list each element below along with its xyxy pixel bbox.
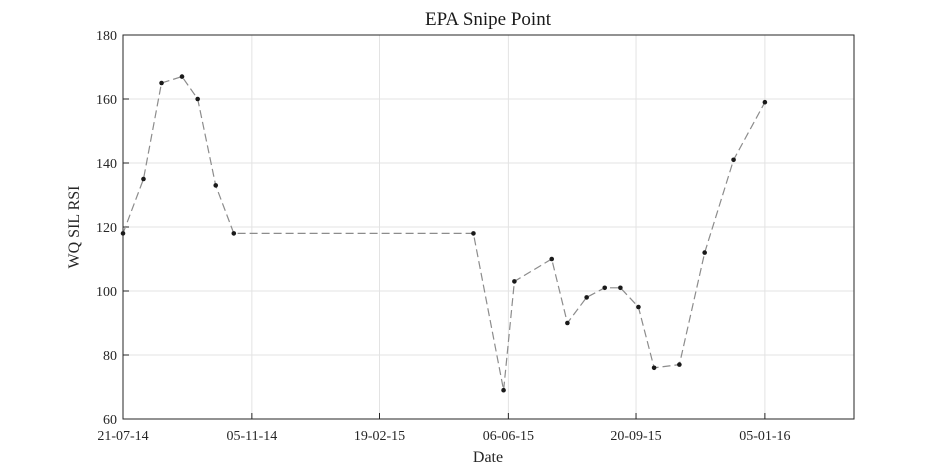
data-point [565, 320, 570, 326]
x-tick-label: 05-11-14 [226, 429, 277, 444]
y-tick-label: 180 [96, 29, 117, 44]
x-tick-label: 20-09-15 [610, 429, 661, 444]
y-axis-label: WQ SIL RSI [66, 186, 83, 269]
chart-title: EPA Snipe Point [425, 9, 552, 30]
data-point [762, 99, 768, 105]
data-point [141, 176, 146, 182]
data-point [512, 279, 517, 284]
data-point [179, 74, 185, 79]
data-point [213, 183, 219, 188]
data-point [602, 285, 608, 291]
data-point [549, 256, 555, 262]
data-point [584, 295, 589, 300]
data-point [677, 362, 682, 367]
y-tick-label: 140 [96, 157, 117, 172]
x-tick-label: 21-07-14 [97, 429, 148, 444]
data-point [471, 231, 476, 236]
data-point [651, 365, 657, 371]
data-point [636, 304, 641, 310]
y-tick-label: 80 [103, 349, 117, 364]
x-tick-label: 19-02-15 [354, 429, 405, 444]
series-line [122, 75, 766, 391]
y-tick-label: 120 [96, 221, 117, 236]
data-series [120, 74, 768, 393]
y-tick-label: 100 [96, 285, 117, 300]
data-point [159, 80, 164, 86]
data-point [120, 231, 126, 236]
y-tick-label: 160 [96, 93, 117, 108]
data-point [702, 250, 707, 255]
data-point [195, 96, 200, 102]
data-point [618, 285, 623, 291]
grid-lines [122, 34, 854, 420]
x-tick-label: 06-06-15 [483, 429, 534, 444]
x-tick-label: 05-01-16 [739, 429, 790, 444]
y-tick-label: 60 [103, 413, 117, 428]
data-point [501, 387, 506, 393]
data-point [731, 157, 736, 163]
x-axis-label: Date [473, 449, 503, 466]
data-point [231, 231, 237, 236]
